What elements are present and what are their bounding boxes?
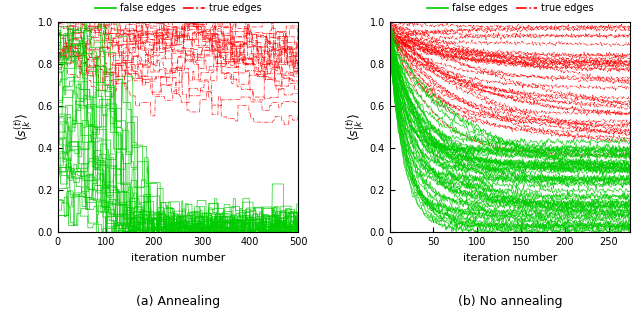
X-axis label: iteration number: iteration number [131, 253, 225, 263]
Text: (b) No annealing: (b) No annealing [458, 295, 563, 308]
Text: (a) Annealing: (a) Annealing [136, 295, 220, 308]
Legend: false edges, true edges: false edges, true edges [423, 0, 597, 17]
Legend: false edges, true edges: false edges, true edges [91, 0, 265, 17]
Y-axis label: $\langle s_{|k}^{(t)} \rangle$: $\langle s_{|k}^{(t)} \rangle$ [12, 113, 35, 141]
X-axis label: iteration number: iteration number [463, 253, 557, 263]
Y-axis label: $\langle s_{|k}^{(t)} \rangle$: $\langle s_{|k}^{(t)} \rangle$ [344, 113, 367, 141]
